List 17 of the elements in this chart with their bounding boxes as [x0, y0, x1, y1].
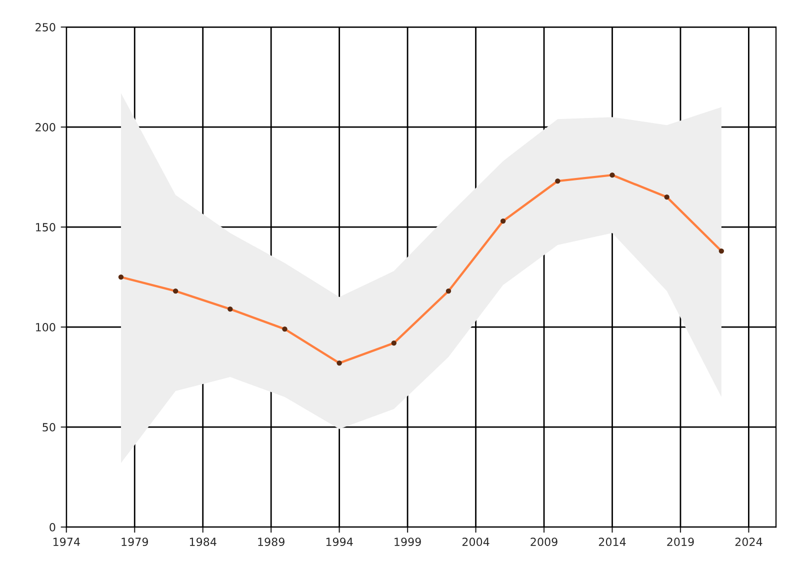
- x-tick-label: 2014: [598, 538, 626, 546]
- x-tick-label: 1974: [53, 538, 80, 546]
- y-tick-label: 150: [36, 223, 56, 232]
- x-tick-label: 2004: [462, 538, 490, 546]
- y-tick-label: 200: [36, 123, 56, 132]
- y-tick-label: 0: [50, 523, 56, 532]
- y-tick-label: 50: [42, 423, 56, 432]
- y-tick-label: 250: [36, 23, 56, 32]
- x-tick-label: 2019: [667, 538, 694, 546]
- x-tick-label: 1994: [326, 538, 353, 546]
- x-tick-label: 1984: [190, 538, 216, 546]
- x-tick-label: 2009: [530, 538, 558, 546]
- x-tick-label: 1989: [258, 538, 284, 546]
- x-tick-label: 2024: [735, 538, 762, 546]
- x-tick-label: 1999: [394, 538, 421, 546]
- x-tick-label: 1979: [122, 538, 148, 546]
- y-tick-label: 100: [36, 323, 56, 332]
